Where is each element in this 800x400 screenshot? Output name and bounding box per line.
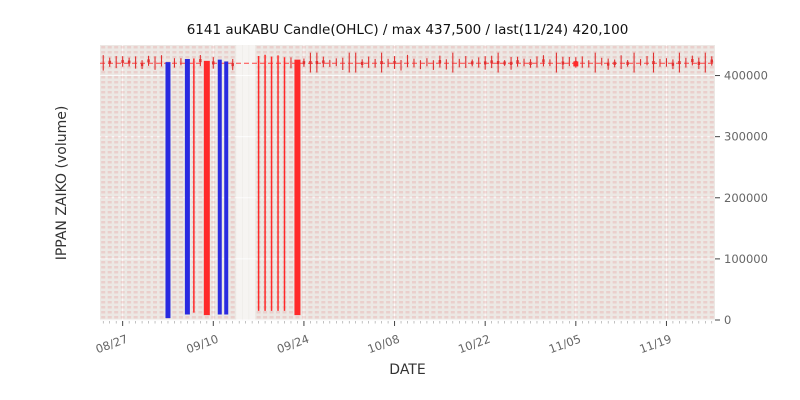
candle-body	[360, 61, 364, 65]
candle-body	[140, 63, 144, 67]
candle-body	[516, 60, 519, 64]
candle-body	[490, 60, 493, 64]
candle-body	[212, 61, 215, 65]
candle-body	[691, 58, 694, 63]
candle-body	[697, 61, 701, 65]
candle-body	[438, 60, 442, 64]
last-marker	[573, 61, 579, 67]
x-tick-label: 09/24	[275, 332, 311, 356]
candle-body	[671, 62, 675, 66]
x-tick-label: 10/22	[456, 332, 492, 356]
candle-body	[471, 61, 474, 65]
x-tick-label: 09/10	[184, 332, 220, 356]
y-tick-label: 100000	[724, 252, 768, 266]
candle-body	[199, 59, 202, 63]
chart-title: 6141 auKABU Candle(OHLC) / max 437,500 /…	[186, 22, 629, 38]
candle-body	[393, 60, 396, 65]
candle-body	[529, 61, 532, 65]
y-tick-label: 0	[724, 313, 731, 327]
candle-body	[652, 61, 655, 65]
candle-body	[503, 61, 506, 65]
x-tick-label: 11/05	[547, 332, 583, 356]
gap-day	[242, 45, 249, 320]
candle-body	[483, 61, 487, 65]
candle-body	[147, 59, 150, 63]
candle-body	[626, 61, 629, 65]
plot-background	[100, 45, 715, 320]
x-tick-label: 10/08	[366, 332, 402, 356]
candle-body	[121, 59, 124, 63]
x-tick-label: 11/19	[638, 332, 674, 356]
candle-body	[613, 61, 616, 65]
x-axis-label: DATE	[389, 362, 426, 378]
gap-day	[249, 45, 256, 320]
y-tick-label: 400000	[724, 69, 768, 83]
candle-body	[302, 61, 306, 65]
candle-body	[496, 61, 500, 65]
candle-body	[315, 61, 319, 65]
candle-body	[710, 59, 713, 63]
gap-day	[236, 45, 243, 320]
candle-body	[127, 60, 131, 64]
candle-body	[606, 62, 610, 66]
candle-body	[322, 60, 325, 64]
candle-body	[678, 61, 681, 65]
candle-body	[108, 60, 111, 64]
candle-body	[231, 63, 234, 67]
candle-body	[561, 61, 565, 65]
x-tick-label: 08/27	[94, 332, 130, 356]
y-tick-label: 200000	[724, 191, 768, 205]
candle-body	[380, 61, 383, 65]
y-tick-label: 300000	[724, 130, 768, 144]
candle-body	[542, 59, 545, 63]
candle-body	[509, 61, 513, 65]
candle-body	[309, 61, 312, 65]
